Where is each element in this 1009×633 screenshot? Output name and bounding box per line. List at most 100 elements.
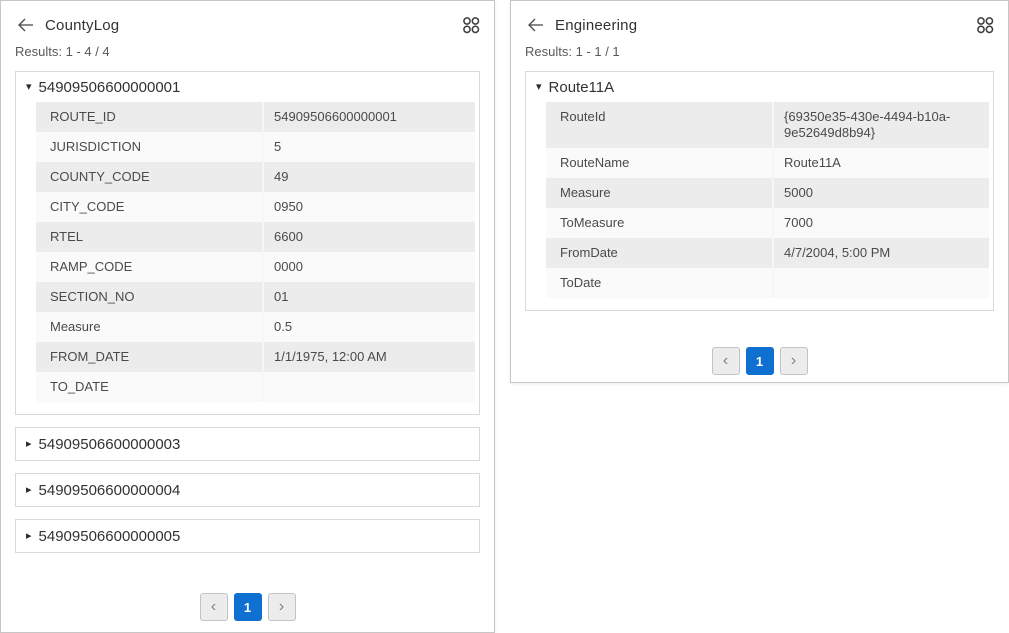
engineering-panel: Engineering Results: 1 - 1 / 1 ▾ Route11… bbox=[510, 0, 1009, 383]
field-label: FromDate bbox=[560, 245, 618, 260]
feature-item: ▸ 54909506600000005 bbox=[15, 519, 480, 553]
table-row: ToDate bbox=[546, 268, 989, 298]
field-label: RTEL bbox=[50, 229, 83, 244]
field-label: COUNTY_CODE bbox=[50, 169, 150, 184]
field-label: Measure bbox=[50, 319, 101, 334]
field-label: FROM_DATE bbox=[50, 349, 130, 364]
results-count: Results: 1 - 1 / 1 bbox=[525, 44, 620, 59]
feature-item-header[interactable]: ▸ 54909506600000003 bbox=[16, 428, 479, 460]
table-row: JURISDICTION 5 bbox=[36, 132, 475, 162]
table-row: TO_DATE bbox=[36, 372, 475, 402]
caret-right-icon: ▸ bbox=[26, 483, 32, 496]
field-value: 7000 bbox=[772, 208, 989, 238]
field-value: 49 bbox=[262, 162, 475, 192]
field-value: 0950 bbox=[262, 192, 475, 222]
back-arrow-icon bbox=[528, 18, 543, 32]
results-count: Results: 1 - 4 / 4 bbox=[15, 44, 110, 59]
table-row: ROUTE_ID 54909506600000001 bbox=[36, 102, 475, 132]
view-results-grid-button[interactable] bbox=[976, 16, 994, 34]
feature-list: ▾ 54909506600000001 ROUTE_ID 54909506600… bbox=[15, 71, 480, 553]
field-value: 6600 bbox=[262, 222, 475, 252]
table-row: Measure 0.5 bbox=[36, 312, 475, 342]
page-title: Engineering bbox=[555, 16, 638, 34]
field-label: RouteId bbox=[560, 109, 606, 124]
field-label: JURISDICTION bbox=[50, 139, 141, 154]
engineering-panel-header: Engineering bbox=[525, 14, 994, 36]
table-row: Measure 5000 bbox=[546, 178, 989, 208]
field-value: 54909506600000001 bbox=[262, 102, 475, 132]
field-value: 5 bbox=[262, 132, 475, 162]
field-label: SECTION_NO bbox=[50, 289, 135, 304]
field-value: 0.5 bbox=[262, 312, 475, 342]
feature-item-header[interactable]: ▸ 54909506600000005 bbox=[16, 520, 479, 552]
chevron-left-icon: ‹ bbox=[722, 352, 729, 369]
field-value: 01 bbox=[262, 282, 475, 312]
field-value: 5000 bbox=[772, 178, 989, 208]
countylog-panel: CountyLog Results: 1 - 4 / 4 ▾ 549095066… bbox=[0, 0, 495, 633]
field-label: ROUTE_ID bbox=[50, 109, 116, 124]
next-page-button[interactable]: › bbox=[779, 347, 808, 375]
feature-item-title: Route11A bbox=[548, 78, 615, 96]
table-row: FromDate 4/7/2004, 5:00 PM bbox=[546, 238, 989, 268]
prev-page-button[interactable]: ‹ bbox=[199, 593, 228, 621]
field-value: Route11A bbox=[772, 148, 989, 178]
feature-list: ▾ Route11A RouteId {69350e35-430e-4494-b… bbox=[525, 71, 994, 311]
table-row: FROM_DATE 1/1/1975, 12:00 AM bbox=[36, 342, 475, 372]
chevron-right-icon: › bbox=[278, 598, 285, 615]
field-value: {69350e35-430e-4494-b10a-9e52649d8b94} bbox=[772, 102, 989, 148]
grid-icon bbox=[463, 17, 480, 34]
back-button[interactable] bbox=[17, 17, 35, 33]
feature-item-title: 54909506600000003 bbox=[38, 435, 181, 453]
pagination: ‹ 1 › bbox=[15, 593, 480, 621]
page-title: CountyLog bbox=[45, 16, 120, 34]
table-row: SECTION_NO 01 bbox=[36, 282, 475, 312]
next-page-button[interactable]: › bbox=[267, 593, 296, 621]
countylog-panel-header: CountyLog bbox=[15, 14, 480, 36]
field-value: 0000 bbox=[262, 252, 475, 282]
caret-down-icon: ▾ bbox=[26, 80, 32, 93]
field-label: Measure bbox=[560, 185, 611, 200]
field-value bbox=[262, 372, 475, 402]
feature-item: ▸ 54909506600000003 bbox=[15, 427, 480, 461]
table-row: RouteName Route11A bbox=[546, 148, 989, 178]
feature-item-header[interactable]: ▸ 54909506600000004 bbox=[16, 474, 479, 506]
feature-item: ▾ 54909506600000001 ROUTE_ID 54909506600… bbox=[15, 71, 480, 415]
table-row: RAMP_CODE 0000 bbox=[36, 252, 475, 282]
table-row: COUNTY_CODE 49 bbox=[36, 162, 475, 192]
grid-icon bbox=[977, 17, 994, 34]
pagination: ‹ 1 › bbox=[525, 347, 994, 375]
prev-page-button[interactable]: ‹ bbox=[711, 347, 740, 375]
table-row: CITY_CODE 0950 bbox=[36, 192, 475, 222]
caret-down-icon: ▾ bbox=[536, 80, 542, 93]
field-value: 4/7/2004, 5:00 PM bbox=[772, 238, 989, 268]
field-label: RouteName bbox=[560, 155, 630, 170]
feature-item-header[interactable]: ▾ 54909506600000001 bbox=[16, 72, 479, 102]
current-page-button[interactable]: 1 bbox=[745, 347, 774, 375]
feature-item-header[interactable]: ▾ Route11A bbox=[526, 72, 993, 102]
field-label: CITY_CODE bbox=[50, 199, 125, 214]
field-label: TO_DATE bbox=[50, 379, 109, 394]
field-label: ToDate bbox=[560, 275, 602, 290]
view-results-grid-button[interactable] bbox=[462, 16, 480, 34]
caret-right-icon: ▸ bbox=[26, 437, 32, 450]
field-label: ToMeasure bbox=[560, 215, 625, 230]
feature-item-title: 54909506600000005 bbox=[38, 527, 181, 545]
chevron-left-icon: ‹ bbox=[210, 598, 217, 615]
field-value: 1/1/1975, 12:00 AM bbox=[262, 342, 475, 372]
field-label: RAMP_CODE bbox=[50, 259, 133, 274]
table-row: RouteId {69350e35-430e-4494-b10a-9e52649… bbox=[546, 102, 989, 148]
feature-item-title: 54909506600000004 bbox=[38, 481, 181, 499]
back-arrow-icon bbox=[18, 18, 33, 32]
feature-item-title: 54909506600000001 bbox=[38, 78, 181, 96]
feature-item: ▸ 54909506600000004 bbox=[15, 473, 480, 507]
table-row: ToMeasure 7000 bbox=[546, 208, 989, 238]
chevron-right-icon: › bbox=[790, 352, 797, 369]
back-button[interactable] bbox=[527, 17, 545, 33]
fields-table: RouteId {69350e35-430e-4494-b10a-9e52649… bbox=[546, 102, 989, 298]
caret-right-icon: ▸ bbox=[26, 529, 32, 542]
field-value bbox=[772, 268, 989, 298]
table-row: RTEL 6600 bbox=[36, 222, 475, 252]
current-page-button[interactable]: 1 bbox=[233, 593, 262, 621]
fields-table: ROUTE_ID 54909506600000001 JURISDICTION … bbox=[36, 102, 475, 402]
